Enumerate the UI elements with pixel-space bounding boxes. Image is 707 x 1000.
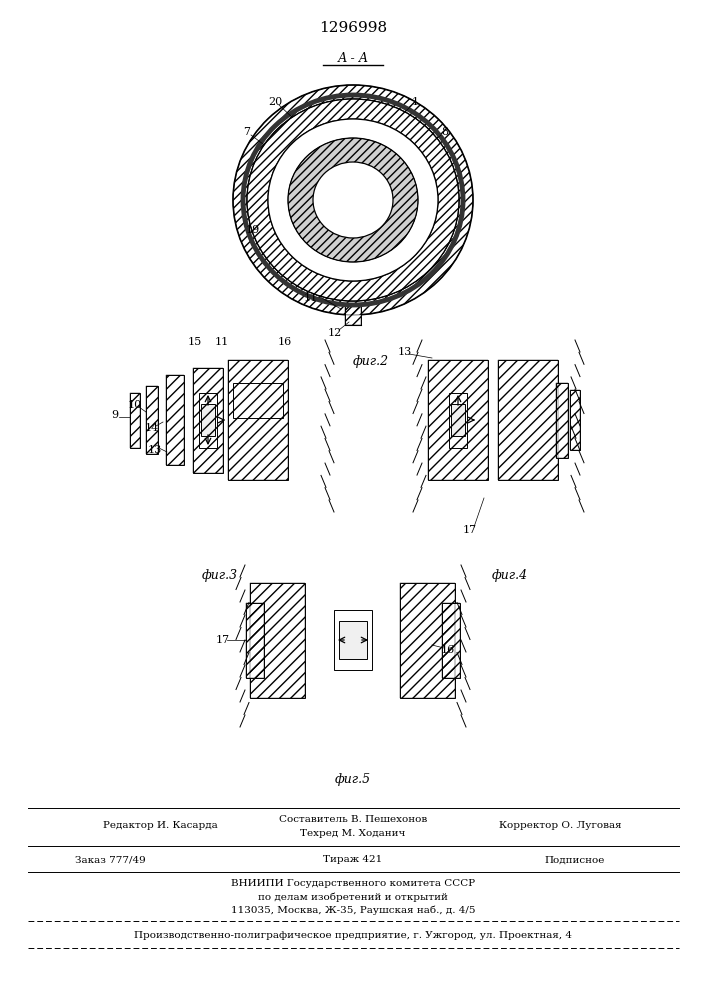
Text: Подписное: Подписное [545,856,605,864]
Text: Редактор И. Касарда: Редактор И. Касарда [103,822,217,830]
Bar [345,305,361,325]
Text: 11: 11 [215,337,229,347]
Text: 13: 13 [148,445,162,455]
Text: ВНИИПИ Государственного комитета СССР: ВНИИПИ Государственного комитета СССР [231,880,475,888]
Bar [556,382,568,458]
Bar [193,367,223,473]
Bar [498,360,558,480]
Ellipse shape [247,99,459,301]
Text: 11: 11 [304,293,318,303]
Text: Тираж 421: Тираж 421 [323,856,382,864]
Bar [250,582,305,698]
Text: фиг.2: фиг.2 [353,356,389,368]
Text: 113035, Москва, Ж-35, Раушская наб., д. 4/5: 113035, Москва, Ж-35, Раушская наб., д. … [230,905,475,915]
Bar [334,610,372,670]
Bar [130,392,140,448]
Bar [442,602,460,678]
Text: Производственно-полиграфическое предприятие, г. Ужгород, ул. Проектная, 4: Производственно-полиграфическое предприя… [134,930,572,940]
Text: 1296998: 1296998 [319,21,387,35]
Bar [498,360,558,480]
Text: 20: 20 [268,97,282,107]
Bar [449,392,467,448]
Bar [246,602,264,678]
Text: Заказ 777/49: Заказ 777/49 [75,856,146,864]
Ellipse shape [288,138,418,262]
Bar [201,404,215,436]
Ellipse shape [268,119,438,281]
Text: фиг.4: фиг.4 [492,568,528,582]
Bar [345,305,361,325]
Text: Корректор О. Луговая: Корректор О. Луговая [498,822,621,830]
Bar [556,382,568,458]
Text: фиг.5: фиг.5 [335,774,371,786]
Bar [233,382,283,418]
Text: 13: 13 [398,347,412,357]
Text: Техред М. Ходанич: Техред М. Ходанич [300,830,406,838]
Bar [146,386,158,454]
Bar [166,375,184,465]
Bar [250,582,305,698]
Text: фиг.3: фиг.3 [202,568,238,582]
Bar [130,392,140,448]
Ellipse shape [233,85,473,315]
Bar [246,602,264,678]
Text: 17: 17 [216,635,230,645]
Ellipse shape [313,162,393,238]
Bar [428,360,488,480]
Bar [428,360,488,480]
Bar [339,621,367,659]
Text: по делам изобретений и открытий: по делам изобретений и открытий [258,892,448,902]
Text: 7: 7 [243,127,250,137]
Text: 16: 16 [278,337,292,347]
Bar [400,582,455,698]
Text: 16: 16 [441,645,455,655]
Bar [570,390,580,450]
Text: 15: 15 [188,337,202,347]
Text: А - А: А - А [337,51,368,64]
Text: 19: 19 [246,225,260,235]
Bar [228,360,288,480]
Bar [442,602,460,678]
Text: 1: 1 [411,97,419,107]
Bar [146,386,158,454]
Text: 8: 8 [441,127,448,137]
Bar [400,582,455,698]
Bar [166,375,184,465]
Text: 9: 9 [112,410,119,420]
Bar [199,392,217,448]
Ellipse shape [247,99,459,301]
Text: 10: 10 [128,400,142,410]
Text: 17: 17 [463,525,477,535]
Text: 14: 14 [145,423,159,433]
Bar [228,360,288,480]
Bar [570,390,580,450]
Bar [193,367,223,473]
Bar [451,404,465,436]
Ellipse shape [268,119,438,281]
Text: 12: 12 [328,328,342,338]
Text: Составитель В. Пешехонов: Составитель В. Пешехонов [279,816,427,824]
